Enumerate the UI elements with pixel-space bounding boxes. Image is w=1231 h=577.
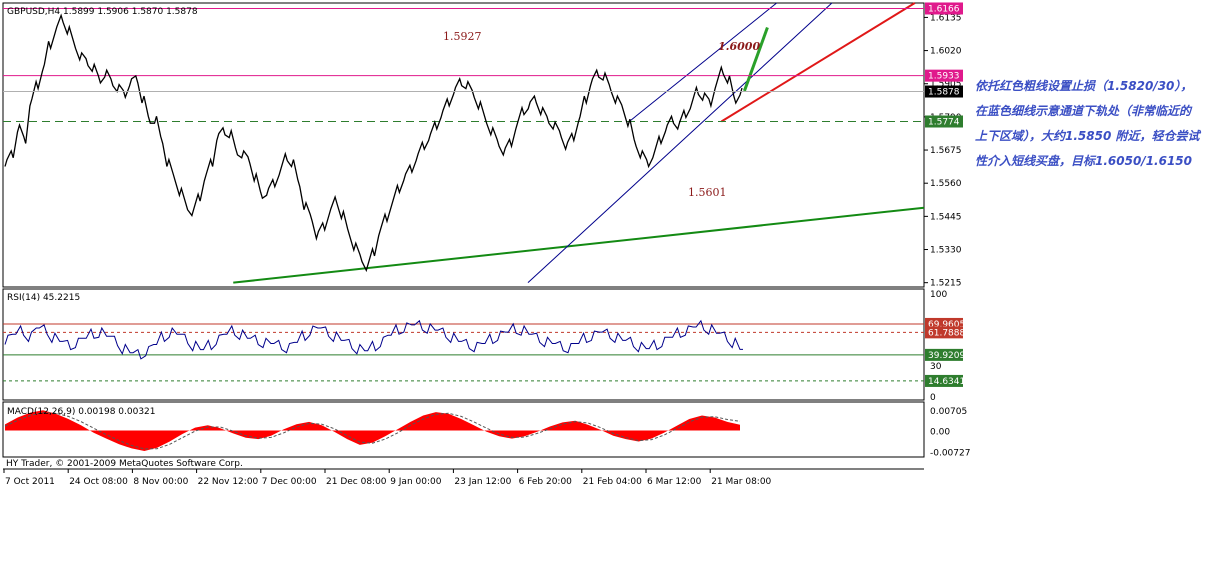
rsi-level-tag: [925, 374, 963, 387]
rsi-level-label: 39.9209: [928, 351, 965, 361]
note-line: 性介入短线买盘，目标1.6050/1.6150: [975, 154, 1192, 168]
x-tick-label: 21 Mar 08:00: [711, 477, 771, 487]
trade-note: 依托红色粗线设置止损（1.5820/30）， 在蓝色细线示意通道下轨处（非常临近…: [975, 74, 1227, 174]
rsi-level-label: 14.6341: [928, 377, 965, 387]
rsi-level-label: 61.7888: [928, 328, 965, 338]
rsi-title: RSI(14) 45.2215: [7, 293, 80, 303]
rsi-level-tag: [925, 348, 963, 361]
level-tag: [925, 2, 963, 15]
x-tick-label: 6 Feb 20:00: [519, 477, 573, 487]
rsi-panel[interactable]: [2, 288, 925, 401]
rsi-y-tick-label: 100: [930, 290, 947, 300]
level-tag-label: 1.5933: [928, 72, 960, 82]
x-tick-label: 7 Dec 00:00: [262, 477, 317, 487]
trendline-green-support: [233, 206, 925, 284]
x-tick-label: 8 Nov 00:00: [133, 477, 188, 487]
current-price-tag: [925, 85, 963, 98]
price-y-tick-label: 1.5560: [930, 179, 962, 189]
x-tick-label: 22 Nov 12:00: [198, 477, 259, 487]
macd-histogram-area: [5, 410, 740, 451]
x-tick-label: 6 Mar 12:00: [647, 477, 702, 487]
price-y-tick-label: 1.5675: [930, 146, 962, 156]
rsi-series-line: [4, 319, 743, 360]
macd-title: MACD(12,26,9) 0.00198 0.00321: [7, 407, 156, 417]
price-y-tick-label: 1.6135: [930, 13, 962, 23]
macd-signal-line: [4, 412, 741, 450]
annotation-high: 1.5927: [443, 30, 482, 43]
x-tick-label: 24 Oct 08:00: [69, 477, 128, 487]
x-tick-label: 23 Jan 12:00: [454, 477, 511, 487]
trendline-blue-lower-channel: [527, 2, 833, 284]
rsi-level-label: 69.9605: [928, 320, 965, 330]
x-axis: 7 Oct 2011 24 Oct 08:00 8 Nov 00:00 22 Nov …: [3, 469, 772, 487]
x-tick-label: 21 Dec 08:00: [326, 477, 387, 487]
price-y-tick-label: 1.5330: [930, 246, 962, 256]
trendline-red-support: [720, 2, 916, 123]
level-tag: [925, 115, 963, 128]
rsi-y-tick-label: 0: [930, 393, 936, 403]
annotation-low: 1.5601: [688, 186, 727, 199]
footer-credit: HY Trader, © 2001-2009 MetaQuotes Softwa…: [6, 459, 243, 469]
trendline-blue-upper-channel: [628, 2, 777, 122]
price-y-tick-label: 1.5905: [930, 80, 962, 90]
price-panel[interactable]: [2, 2, 925, 288]
price-title: GBPUSD,H4 1.5899 1.5906 1.5870 1.5878: [7, 7, 198, 17]
level-tag: [925, 69, 963, 82]
level-tag-label: 1.5774: [928, 118, 960, 128]
x-tick-label: 7 Oct 2011: [5, 477, 55, 487]
rsi-y-tick-label: 30: [930, 362, 942, 372]
trendline-green-target: [742, 26, 769, 92]
note-line: 上下区域），大约1.5850 附近，轻仓尝试: [975, 129, 1200, 143]
macd-y-tick-label: 0.00: [930, 428, 950, 438]
current-price-label: 1.5878: [928, 88, 960, 98]
price-y-tick-label: 1.5215: [930, 279, 962, 289]
price-y-tick-label: 1.6020: [930, 47, 962, 57]
x-tick-label: 21 Feb 04:00: [583, 477, 642, 487]
level-tag-label: 1.6166: [928, 4, 960, 14]
note-line: 在蓝色细线示意通道下轨处（非常临近的: [975, 104, 1192, 118]
note-line: 依托红色粗线设置止损（1.5820/30），: [975, 79, 1193, 93]
rsi-level-tag: [925, 326, 963, 339]
macd-y-tick-label: 0.00705: [930, 407, 967, 417]
price-y-tick-label: 1.5445: [930, 212, 962, 222]
macd-y-tick-label: -0.00727: [930, 448, 970, 458]
macd-layer: 0.00705 0.00 -0.00727: [4, 407, 970, 458]
x-tick-label: 9 Jan 00:00: [390, 477, 442, 487]
annotation-target: 1.6000: [718, 40, 760, 53]
price-layer: 1.61351.60201.59051.57901.56751.55601.54…: [3, 2, 963, 289]
